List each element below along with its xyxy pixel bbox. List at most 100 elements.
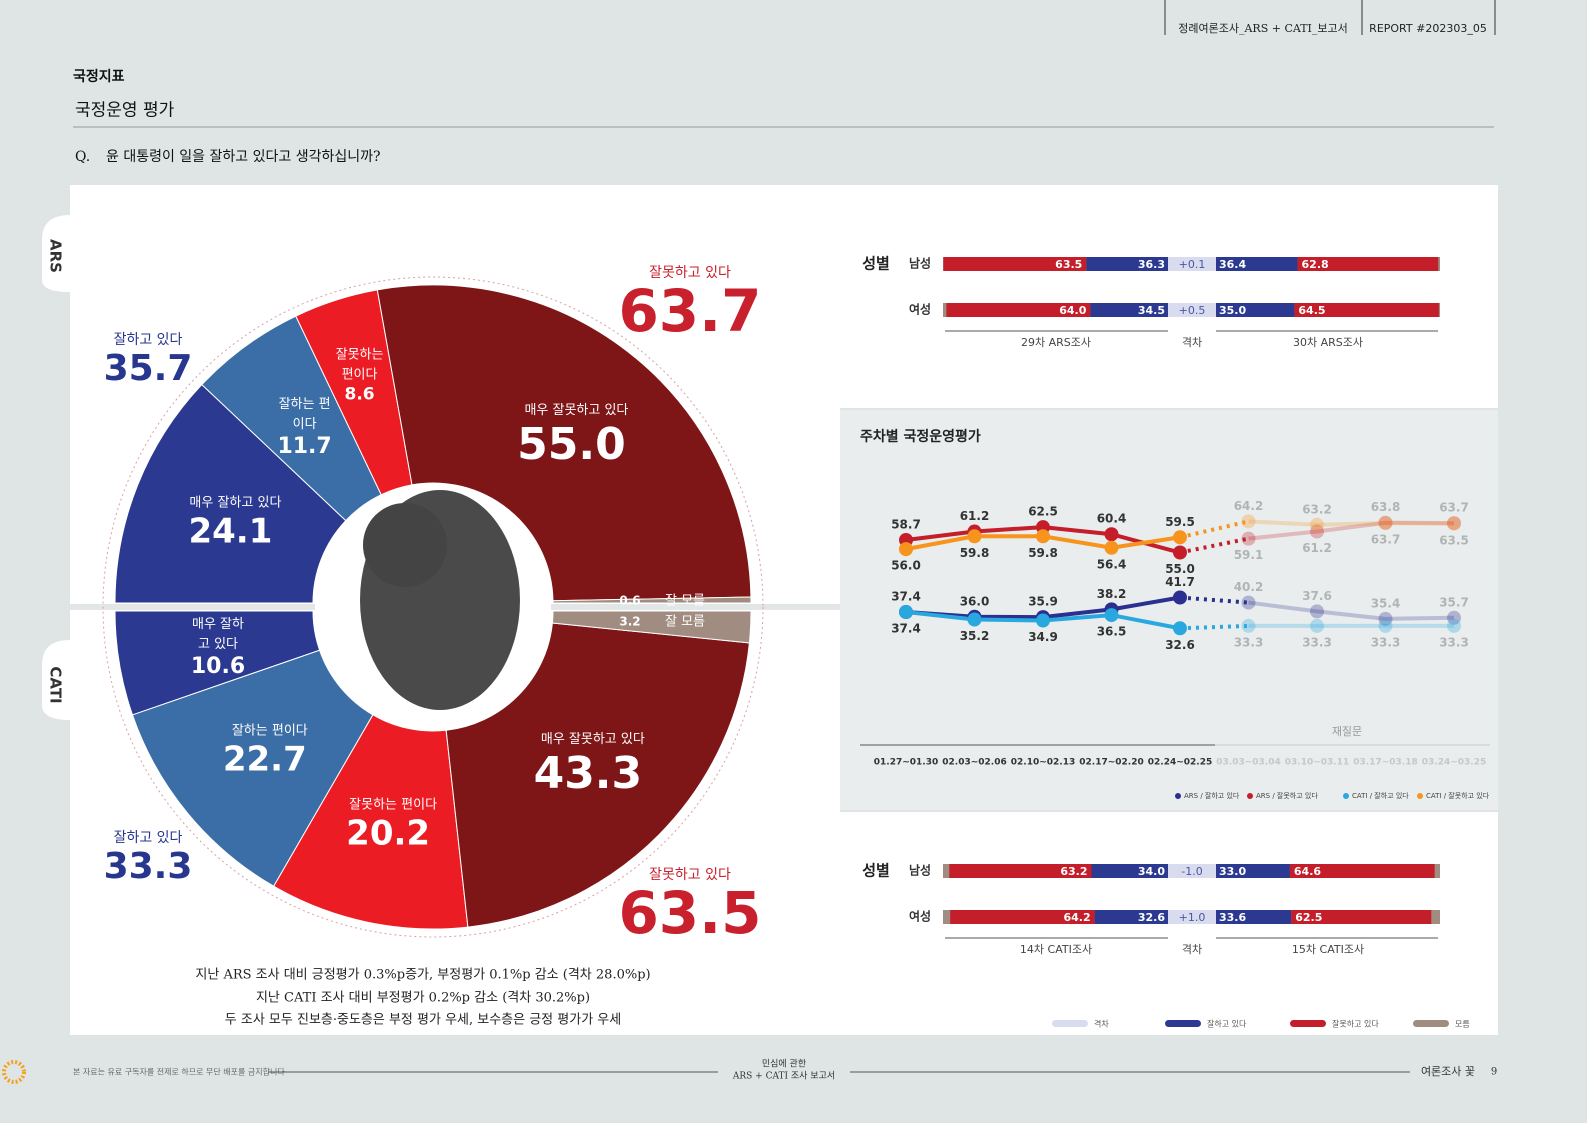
point (1378, 611, 1393, 626)
data-label: 63.2 (1302, 502, 1332, 516)
group-label: 30차 ARS조사 (1293, 336, 1363, 349)
data-label: 63.7 (1439, 501, 1469, 515)
legend-label: 격차 (1094, 1019, 1109, 1029)
header-report: 정례여론조사_ARS + CATI_보고서 (1178, 22, 1348, 35)
bar (1086, 257, 1168, 271)
bar-label: 64.6 (1294, 865, 1321, 878)
row-label: 여성 (909, 909, 931, 924)
point (1173, 530, 1187, 545)
segment-label: 매우 잘못하고 있다 (524, 402, 629, 418)
data-label: 34.9 (1028, 630, 1058, 644)
legend-label: ARS / 잘못하고 있다 (1256, 791, 1318, 800)
bar-label: 34.5 (1138, 304, 1165, 317)
bar-label: 32.6 (1138, 911, 1165, 924)
data-label: 33.3 (1234, 635, 1264, 649)
page-number: 9 (1491, 1067, 1497, 1078)
bar-label: 36.3 (1138, 258, 1165, 271)
segment-value: 22.7 (222, 738, 307, 779)
point (1310, 524, 1324, 539)
bar (943, 257, 1087, 271)
x-tick-label: 03.03~03.04 (1216, 758, 1280, 768)
note: 두 조사 모두 진보층·중도층은 부정 평가 우세, 보수층은 긍정 평가가 우… (225, 1013, 621, 1028)
ars-gender-panel (840, 185, 1498, 408)
total-label: 잘못하고 있다 (649, 265, 731, 281)
bar (1216, 257, 1298, 271)
x-tick-label: 03.17~03.18 (1353, 758, 1417, 768)
annotation: 재질문 (1332, 725, 1362, 738)
bar-label: 63.2 (1060, 865, 1087, 878)
bar-label: 63.5 (1055, 258, 1082, 271)
total-label: 잘못하고 있다 (649, 867, 731, 883)
legend-label: 잘못하고 있다 (1332, 1019, 1379, 1029)
group-label: 14차 CATI조사 (1020, 943, 1092, 956)
bar (946, 303, 1091, 317)
series-connector (1179, 623, 1249, 631)
segment-label-group: 잘못하는 편이다 20.2 (333, 796, 443, 853)
point (1104, 527, 1119, 542)
section-label: 국정지표 (73, 68, 125, 85)
point (1310, 517, 1324, 532)
data-label: 63.7 (1371, 533, 1401, 547)
row-label: 남성 (909, 863, 931, 878)
series-line-faded (1248, 519, 1455, 527)
donut-segment (445, 622, 750, 928)
segment-value: 43.3 (533, 748, 643, 800)
data-label: 61.2 (960, 509, 990, 523)
header-report-no: REPORT #202303_05 (1369, 22, 1487, 35)
point (1447, 610, 1461, 625)
bar (1294, 303, 1439, 317)
point (1173, 545, 1187, 560)
outer-ring (102, 276, 764, 938)
data-label: 55.0 (1165, 562, 1195, 576)
gap-box (1168, 910, 1216, 924)
point (1447, 618, 1461, 633)
segment-label: 잘못하는 편이다 (335, 347, 384, 383)
segment-value: 24.1 (188, 511, 273, 552)
series-connector (1179, 519, 1249, 540)
total-label: 잘하고 있다 (114, 830, 183, 846)
bar-label: 33.0 (1219, 865, 1246, 878)
bar (1216, 864, 1290, 878)
group-label: 격차 (1182, 943, 1202, 956)
note: 지난 CATI 조사 대비 부정평가 0.2%p 감소 (격차 30.2%p) (256, 991, 590, 1006)
segment-label: 잘못하는 편이다 (349, 797, 438, 813)
x-tick-label: 02.10~02.13 (1011, 758, 1075, 768)
point (1104, 540, 1119, 555)
bar (950, 910, 1095, 924)
data-label: 59.8 (960, 546, 990, 560)
segment-value: 55.0 (517, 418, 626, 470)
donut-segment (114, 383, 347, 604)
tab (42, 215, 70, 292)
legend-swatch (1343, 793, 1349, 799)
gap-label: +0.1 (1179, 258, 1206, 271)
donut-segment (376, 284, 752, 602)
segment-value: 3.2 (619, 615, 640, 629)
point (899, 605, 913, 620)
bar-label: 62.8 (1302, 258, 1329, 271)
bar (1091, 864, 1168, 878)
bar-label: 36.4 (1219, 258, 1246, 271)
donut-segment (131, 649, 374, 887)
data-label: 56.4 (1097, 557, 1127, 571)
segment-value: 20.2 (346, 813, 431, 854)
legend-swatch (1417, 793, 1423, 799)
question-marker: Q. (75, 149, 90, 165)
segment-label-group: 매우 잘하고 있다 24.1 (175, 494, 285, 551)
row-label: 여성 (909, 302, 931, 317)
chart-title: 주차별 국정운영평가 (860, 428, 981, 445)
segment-value: 11.7 (277, 433, 332, 459)
x-tick-label: 02.03~02.06 (942, 758, 1006, 768)
gap-label: +1.0 (1179, 911, 1206, 924)
tab (42, 640, 70, 720)
group-label: 격차 (1182, 336, 1202, 349)
data-label: 62.5 (1028, 505, 1058, 519)
data-label: 58.7 (891, 517, 921, 531)
segment-label-group: 매우 잘못하고 있다 55.0 (516, 400, 628, 470)
row-label: 남성 (909, 256, 931, 271)
page-title: 국정운영 평가 (75, 101, 175, 121)
bar (1289, 864, 1435, 878)
legend-swatch (1165, 1020, 1201, 1027)
